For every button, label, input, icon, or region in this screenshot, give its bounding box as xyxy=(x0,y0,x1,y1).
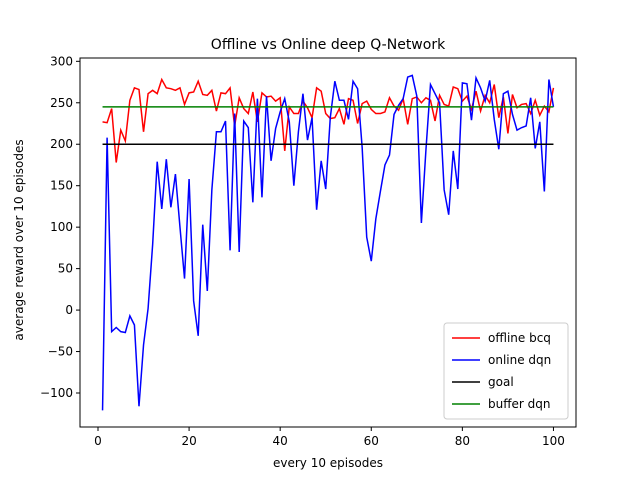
x-tick-label: 100 xyxy=(542,434,565,448)
x-tick-label: 0 xyxy=(94,434,102,448)
chart-title: Offline vs Online deep Q-Network xyxy=(211,37,446,53)
y-tick-label: −50 xyxy=(48,345,73,359)
series-line xyxy=(101,74,555,411)
legend-label: offline bcq xyxy=(488,331,551,345)
y-axis-label: average reward over 10 episodes xyxy=(12,139,26,340)
plot-frame xyxy=(79,57,577,428)
legend-label: goal xyxy=(488,375,514,389)
x-tick-label: 20 xyxy=(181,434,196,448)
x-axis-label: every 10 episodes xyxy=(273,456,383,470)
series-line xyxy=(102,77,555,163)
y-tick-label: 300 xyxy=(50,54,73,68)
x-tick-label: 80 xyxy=(455,434,470,448)
y-tick-label: 0 xyxy=(65,303,73,317)
y-tick-label: −100 xyxy=(40,386,73,400)
y-tick-label: 200 xyxy=(50,137,73,151)
y-tick-label: 50 xyxy=(58,262,73,276)
y-tick-label: 100 xyxy=(50,220,73,234)
y-tick-label: 250 xyxy=(50,96,73,110)
legend-label: buffer dqn xyxy=(488,397,550,411)
x-tick-label: 60 xyxy=(364,434,379,448)
legend-box xyxy=(443,322,569,420)
x-tick-label: 40 xyxy=(273,434,288,448)
legend-label: online dqn xyxy=(488,353,551,367)
y-tick-label: 150 xyxy=(50,179,73,193)
